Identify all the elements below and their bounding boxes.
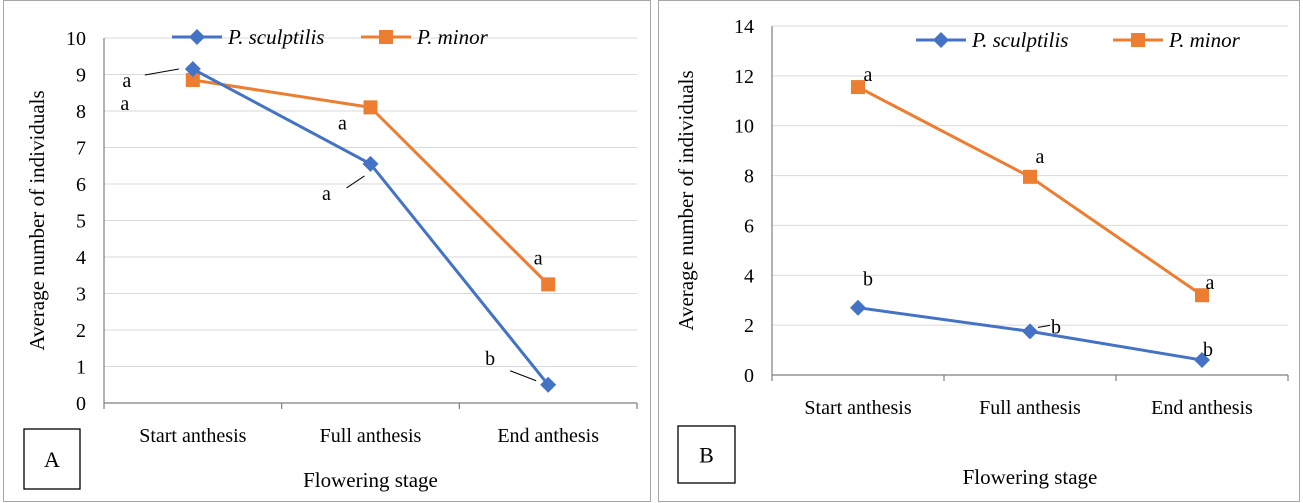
data-point-diamond (184, 61, 201, 78)
y-tick-label: 5 (76, 211, 86, 233)
data-point-diamond (850, 299, 866, 316)
data-point-diamond (1194, 352, 1210, 369)
annotation-leader-line (346, 175, 365, 189)
panel-label: B (699, 443, 714, 468)
chart-a-svg: 0 1 2 3 4 5 6 7 8 9 10 Start anthesis Full anthesis E… (23, 25, 638, 492)
annotation-leader-line (144, 68, 179, 76)
y-tick-label: 4 (76, 247, 86, 269)
legend-label: P. minor (1168, 28, 1241, 52)
legend-marker-diamond (189, 29, 205, 45)
chart-panel-b: 0 2 4 6 8 10 12 14 Start anthesis Full anthesis En… (658, 0, 1300, 502)
data-point-diamond (362, 155, 379, 172)
significance-letter: b (863, 269, 873, 291)
y-tick-label: 10 (66, 28, 86, 50)
x-tick-label: End anthesis (497, 425, 599, 447)
significance-letter: a (122, 70, 131, 92)
y-tick-label: 14 (734, 16, 754, 38)
y-axis-title: Average number of individuals (674, 70, 698, 330)
significance-letter: a (534, 247, 543, 269)
annotation-leader-line (509, 370, 537, 382)
chart-b-svg: 0 2 4 6 8 10 12 14 Start anthesis Full anthesis En… (674, 16, 1289, 489)
y-tick-label: 12 (734, 66, 754, 88)
y-axis-title: Average number of individuals (25, 90, 49, 350)
y-tick-label: 9 (76, 65, 86, 87)
data-point-square (1023, 169, 1037, 184)
y-tick-label: 0 (744, 365, 754, 387)
significance-letter: b (1203, 339, 1213, 361)
panel-label-box (23, 428, 81, 490)
data-point-square (541, 277, 556, 292)
legend-label: P. sculptilis (971, 28, 1068, 52)
y-tick-label: 2 (76, 320, 86, 342)
series-line (857, 85, 1203, 297)
significance-letter: a (1206, 272, 1215, 294)
y-tick-label: 7 (76, 138, 86, 160)
data-point-square (1195, 288, 1209, 303)
x-axis-title: Flowering stage (303, 468, 438, 492)
y-tick-label: 6 (76, 174, 86, 196)
legend-marker-square (1131, 33, 1145, 47)
significance-letter: a (120, 93, 129, 115)
data-point-diamond (540, 376, 557, 393)
x-tick-label: Full anthesis (320, 425, 422, 447)
legend-marker-diamond (933, 32, 949, 48)
panel-label: A (44, 447, 60, 472)
y-tick-label: 8 (76, 101, 86, 123)
y-tick-label: 10 (734, 116, 754, 138)
x-tick-label: Start anthesis (139, 425, 246, 447)
chart-panel-a: 0 1 2 3 4 5 6 7 8 9 10 Start anthesis Full anthesis E… (3, 0, 651, 502)
y-tick-label: 3 (76, 284, 86, 306)
significance-letter: a (338, 112, 347, 134)
y-tick-label: 6 (744, 215, 754, 237)
y-tick-label: 4 (744, 265, 754, 287)
data-point-diamond (1022, 323, 1038, 340)
y-tick-label: 0 (76, 393, 86, 415)
significance-letter: a (1036, 146, 1045, 168)
x-tick-label: Full anthesis (979, 397, 1081, 419)
annotation-leader-line (1037, 324, 1051, 328)
x-tick-label: End anthesis (1151, 397, 1253, 419)
data-point-square (363, 100, 378, 115)
legend-label: P. sculptilis (227, 25, 324, 49)
y-tick-label: 8 (744, 166, 754, 188)
significance-letter: b (1051, 316, 1061, 338)
data-point-square (851, 80, 865, 95)
y-tick-label: 2 (744, 315, 754, 337)
data-point-square (185, 72, 200, 87)
legend-label: P. minor (416, 25, 489, 49)
y-tick-label: 1 (76, 357, 86, 379)
series-line (192, 67, 550, 386)
x-tick-label: Start anthesis (804, 397, 911, 419)
significance-letter: a (322, 183, 331, 205)
significance-letter: b (485, 348, 495, 370)
panel-label-box (677, 425, 736, 484)
legend-marker-square (379, 30, 393, 44)
x-axis-title: Flowering stage (963, 465, 1098, 489)
significance-letter: a (864, 64, 873, 86)
